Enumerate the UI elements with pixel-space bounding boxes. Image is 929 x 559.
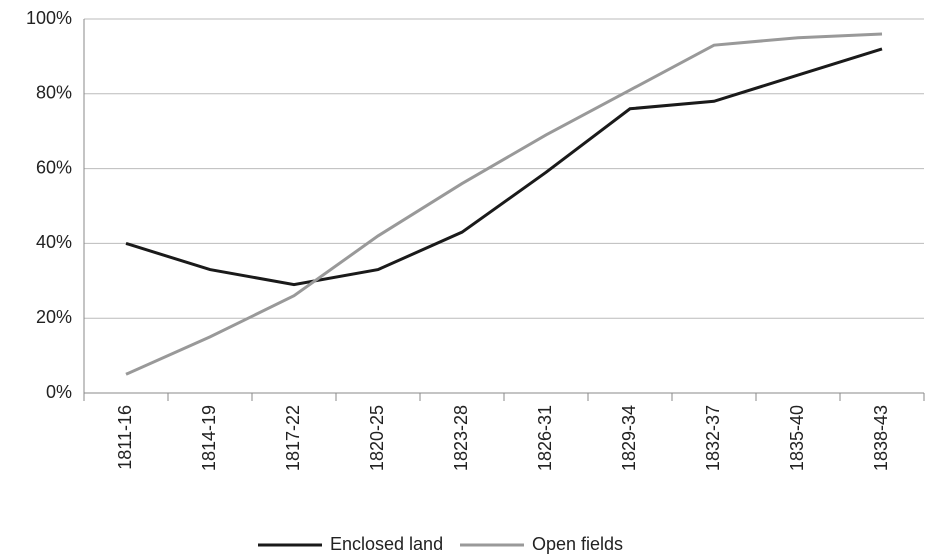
- legend-label: Open fields: [532, 534, 623, 554]
- x-tick-label: 1817-22: [283, 405, 303, 471]
- x-tick-label: 1823-28: [451, 405, 471, 471]
- x-tick-label: 1820-25: [367, 405, 387, 471]
- y-tick-label: 80%: [36, 83, 72, 103]
- x-tick-label: 1832-37: [703, 405, 723, 471]
- x-tick-label: 1835-40: [787, 405, 807, 471]
- x-tick-label: 1811-16: [115, 405, 135, 470]
- x-tick-label: 1838-43: [871, 405, 891, 471]
- y-tick-label: 0%: [46, 382, 72, 402]
- x-tick-label: 1826-31: [535, 405, 555, 471]
- x-tick-label: 1814-19: [199, 405, 219, 471]
- x-tick-label: 1829-34: [619, 405, 639, 471]
- legend-label: Enclosed land: [330, 534, 443, 554]
- y-tick-label: 100%: [26, 8, 72, 28]
- series-line: [125, 47, 883, 287]
- y-tick-label: 20%: [36, 307, 72, 327]
- y-tick-label: 40%: [36, 232, 72, 252]
- y-tick-label: 60%: [36, 157, 72, 177]
- series-line: [125, 32, 883, 376]
